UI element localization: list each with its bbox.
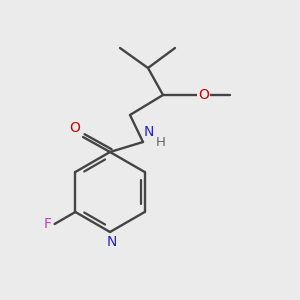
Text: H: H bbox=[156, 136, 166, 149]
Text: N: N bbox=[144, 125, 154, 139]
Text: O: O bbox=[69, 121, 80, 135]
Text: O: O bbox=[198, 88, 209, 102]
Text: F: F bbox=[44, 217, 52, 231]
Text: N: N bbox=[107, 235, 117, 249]
